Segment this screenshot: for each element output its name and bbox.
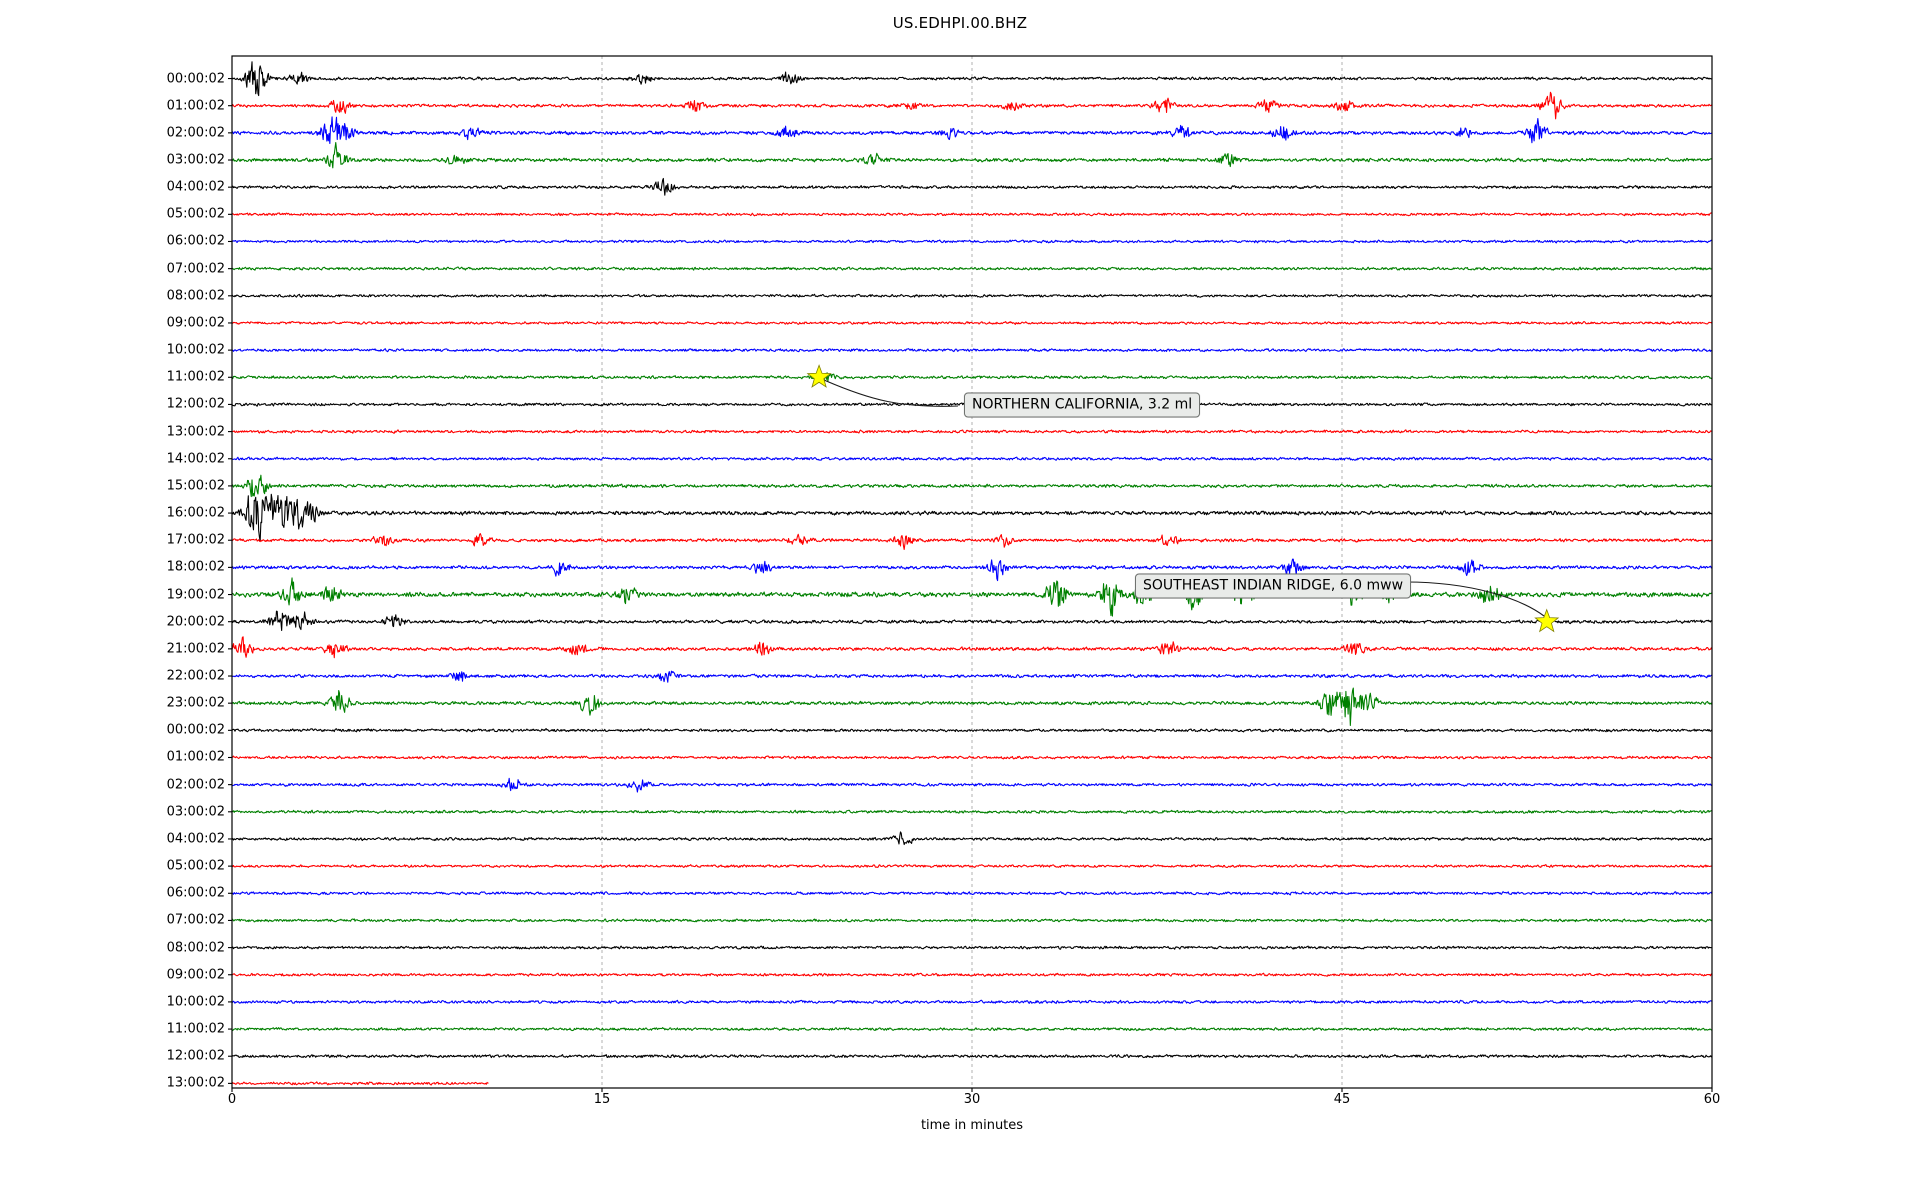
waveform-trace: [231, 348, 1713, 353]
y-axis-tick-label: 08:00:02: [166, 288, 225, 304]
waveform-trace: [231, 266, 1713, 271]
y-axis-tick-label: 10:00:02: [166, 994, 225, 1010]
waveform-trace: [231, 239, 1713, 244]
axis-ticks: [228, 77, 1713, 1092]
y-axis-tick-label: 20:00:02: [166, 614, 225, 630]
x-axis-label: time in minutes: [920, 1118, 1024, 1133]
waveform-trace: [231, 687, 1713, 727]
event-star-marker: [806, 364, 832, 388]
y-axis-tick-label: 05:00:02: [166, 206, 225, 222]
event-star-marker: [1534, 608, 1560, 633]
x-axis-tick-label: 0: [227, 1092, 237, 1107]
y-axis-tick-label: 02:00:02: [166, 777, 225, 793]
y-axis-tick-label: 12:00:02: [166, 1048, 225, 1064]
waveform-trace: [231, 918, 1713, 923]
x-axis-tick-label: 15: [593, 1092, 611, 1107]
y-axis-tick-label: 00:00:02: [166, 722, 225, 738]
y-axis-tick-label: 04:00:02: [166, 831, 225, 847]
y-axis-tick-label: 15:00:02: [166, 478, 225, 494]
y-axis-tick-label: 23:00:02: [166, 695, 225, 711]
y-axis-tick-label: 11:00:02: [166, 1021, 225, 1037]
y-axis-tick-label: 13:00:02: [166, 1075, 225, 1091]
waveform-trace: [231, 372, 1713, 382]
y-axis-tick-label: 21:00:02: [166, 641, 225, 657]
waveform-trace: [231, 1081, 489, 1086]
y-axis-tick-label: 22:00:02: [166, 668, 225, 684]
y-axis-tick-label: 05:00:02: [166, 858, 225, 874]
event-label-box[interactable]: SOUTHEAST INDIAN RIDGE, 6.0 mww: [1135, 573, 1412, 599]
y-axis-tick-label: 09:00:02: [166, 315, 225, 331]
y-axis-tick-labels: 00:00:02 01:00:02 02:00:02 03:00:02 04:00:02…: [130, 0, 225, 1200]
waveform-traces: [231, 61, 1713, 1086]
y-axis-tick-label: 18:00:02: [166, 559, 225, 575]
y-axis-tick-label: 02:00:02: [166, 125, 225, 141]
y-axis-tick-label: 11:00:02: [166, 369, 225, 385]
y-axis-tick-label: 06:00:02: [166, 885, 225, 901]
y-axis-tick-label: 06:00:02: [166, 233, 225, 249]
waveform-trace: [231, 142, 1713, 169]
waveform-trace: [231, 809, 1713, 815]
y-axis-tick-label: 16:00:02: [166, 505, 225, 521]
y-axis-tick-label: 01:00:02: [166, 749, 225, 765]
waveform-trace: [231, 212, 1713, 217]
waveform-trace: [231, 1026, 1713, 1032]
waveform-trace: [231, 831, 1713, 846]
x-axis-tick-label: 30: [963, 1092, 981, 1107]
x-axis-tick-label: 60: [1703, 1092, 1721, 1107]
waveform-trace: [231, 777, 1713, 793]
waveform-trace: [231, 177, 1713, 196]
waveform-trace: [231, 474, 1713, 498]
waveform-trace: [231, 670, 1713, 683]
waveform-trace: [231, 945, 1713, 950]
waveform-trace: [231, 293, 1713, 298]
page-title: US.EDHPI.00.BHZ: [892, 14, 1028, 32]
y-axis-tick-label: 07:00:02: [166, 261, 225, 277]
waveform-trace: [231, 320, 1713, 325]
event-annotations: [806, 364, 1560, 633]
waveform-trace: [231, 636, 1713, 659]
waveform-trace: [231, 891, 1713, 896]
grid-lines: [601, 56, 1343, 1088]
waveform-trace: [231, 91, 1713, 120]
y-axis-tick-label: 07:00:02: [166, 912, 225, 928]
event-label-box[interactable]: NORTHERN CALIFORNIA, 3.2 ml: [964, 392, 1201, 418]
y-axis-tick-label: 19:00:02: [166, 587, 225, 603]
waveform-trace: [231, 533, 1713, 551]
waveform-trace: [231, 972, 1713, 977]
y-axis-tick-label: 04:00:02: [166, 179, 225, 195]
y-axis-tick-label: 03:00:02: [166, 804, 225, 820]
waveform-trace: [231, 610, 1713, 632]
annotation-leader-line: [1405, 581, 1545, 617]
y-axis-tick-label: 17:00:02: [166, 532, 225, 548]
waveform-trace: [231, 1054, 1713, 1059]
y-axis-tick-label: 13:00:02: [166, 424, 225, 440]
waveform-trace: [231, 493, 1713, 542]
y-axis-tick-label: 14:00:02: [166, 451, 225, 467]
waveform-trace: [231, 116, 1713, 144]
y-axis-tick-label: 08:00:02: [166, 940, 225, 956]
annotation-leader-line: [823, 379, 959, 407]
waveform-trace: [231, 864, 1713, 869]
y-axis-tick-label: 01:00:02: [166, 98, 225, 114]
x-axis-tick-label: 45: [1333, 1092, 1351, 1107]
waveform-trace: [231, 755, 1713, 760]
waveform-trace: [231, 577, 1713, 617]
waveform-trace: [231, 999, 1713, 1005]
waveform-trace: [231, 61, 1713, 97]
waveform-trace: [231, 456, 1713, 461]
y-axis-tick-label: 00:00:02: [166, 71, 225, 87]
y-axis-tick-label: 12:00:02: [166, 396, 225, 412]
y-axis-tick-label: 09:00:02: [166, 967, 225, 983]
waveform-trace: [231, 728, 1713, 733]
waveform-trace: [231, 429, 1713, 434]
waveform-trace: [231, 558, 1713, 582]
y-axis-tick-label: 03:00:02: [166, 152, 225, 168]
y-axis-tick-label: 10:00:02: [166, 342, 225, 358]
